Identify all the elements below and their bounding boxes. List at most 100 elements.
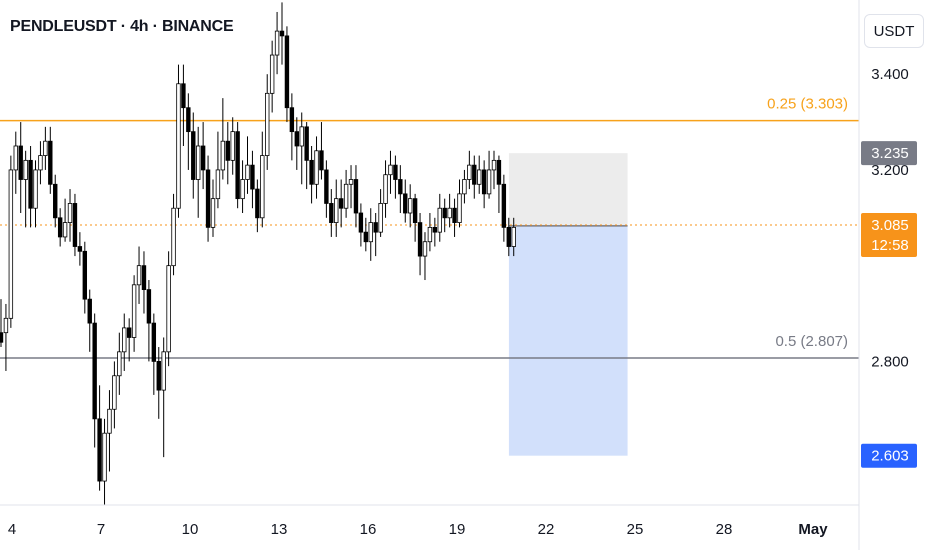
candle [87,298,92,324]
candle [304,126,309,161]
x-tick-label: 22 [538,521,555,538]
candle [191,131,196,180]
candle [33,169,38,209]
candle [171,207,176,267]
candle [269,54,275,94]
x-tick-label: 10 [182,521,199,538]
x-tick-label: 13 [271,521,288,538]
candle [358,212,364,233]
candle [417,222,423,257]
candle [43,140,48,156]
y-tick-label: 3.400 [871,66,909,83]
candle [294,131,299,147]
candle [161,351,166,391]
position-lower-zone[interactable] [508,225,628,456]
candle [388,164,393,176]
candle [289,107,295,133]
currency-button[interactable]: USDT [864,14,924,48]
candle [324,169,329,204]
candle [398,179,403,195]
candle [486,169,492,195]
candle [122,327,127,353]
candle [18,145,23,180]
candle [260,155,265,219]
y-tick-label: 2.800 [871,353,909,370]
candle [107,408,112,434]
candle [102,432,107,482]
candle [353,179,359,214]
candle [67,203,73,223]
candle [299,126,304,147]
candle [348,179,354,185]
candle [230,131,235,161]
candle [314,150,319,185]
candle [481,169,487,195]
candle [284,35,290,109]
price-tag-2-603-bg [861,443,917,468]
candle [491,159,497,171]
candle [53,183,58,219]
candle [319,150,324,171]
candle [501,183,507,228]
candle [250,164,255,190]
candle [195,145,201,180]
candle [309,159,314,185]
candle [368,222,373,243]
candle [467,164,472,180]
candle [265,92,270,156]
candle [28,159,33,209]
x-tick-label: 19 [449,521,466,538]
x-tick-label: 25 [627,521,644,538]
candle [447,207,452,219]
candle [126,327,132,338]
candle [3,317,9,334]
candle [200,145,206,171]
candle [240,179,245,200]
candle [72,203,78,247]
candle [432,226,438,233]
position-upper-zone[interactable] [508,153,628,226]
candle [427,226,433,243]
candle [8,169,14,319]
candle [131,284,137,338]
candle [48,140,53,185]
candle [141,265,147,290]
candle [156,360,161,391]
current-price-tag-bg [861,212,917,257]
candle [23,159,28,180]
candle [279,30,285,37]
candle [215,169,221,200]
x-tick-label: 7 [97,521,105,538]
candle [329,203,334,223]
price-tag-3-235-bg [861,141,917,166]
candle [477,169,482,185]
candle [383,174,388,204]
candle [117,351,122,377]
candle [452,207,457,223]
candle [151,322,157,362]
candle [62,222,68,238]
candle [437,207,442,233]
candle [92,322,97,420]
candle [462,179,467,195]
fib-0.5-label: 0.5 (2.807) [775,333,848,350]
candle [255,188,260,219]
candle [506,226,511,247]
candle [210,198,216,228]
candle [38,155,43,171]
candle [334,198,339,223]
candle [393,164,398,180]
candle [57,217,63,238]
current-price-tag: 12:58 [871,237,909,254]
candle [166,265,171,353]
candle [77,246,83,252]
candle [472,164,477,185]
candle [181,83,186,109]
candle [412,198,418,223]
candle [205,169,211,228]
candle [146,289,152,324]
candle [343,183,349,209]
candle [378,203,383,233]
